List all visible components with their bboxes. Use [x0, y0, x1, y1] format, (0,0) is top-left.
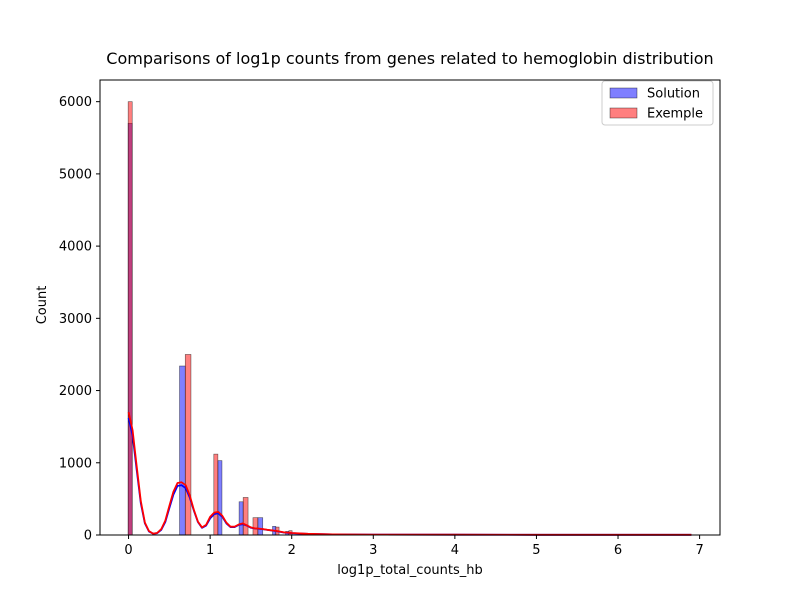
- legend-swatch-exemple: [609, 107, 638, 119]
- bar-solution-4: [257, 517, 264, 536]
- legend-label-solution: Solution: [647, 87, 700, 102]
- plot-area: [99, 79, 721, 536]
- x-tick-label: 4: [451, 543, 459, 558]
- bar-solution-2: [217, 460, 223, 536]
- x-tick-label: 3: [369, 543, 377, 558]
- x-tick-label: 5: [532, 543, 540, 558]
- x-tick-label: 0: [124, 543, 132, 558]
- legend: Solution Exemple: [601, 80, 714, 126]
- bar-solution-1: [179, 365, 186, 536]
- y-tick-label: 4000: [59, 240, 92, 255]
- y-tick-label: 6000: [59, 95, 92, 110]
- x-tick-label: 2: [288, 543, 296, 558]
- legend-swatch-solution: [609, 87, 638, 99]
- plot-frame: [99, 79, 721, 536]
- bar-exemple-2: [213, 453, 219, 536]
- chart-title: Comparisons of log1p counts from genes r…: [106, 49, 713, 68]
- y-tick-label: 2000: [59, 384, 92, 399]
- kde-line-exemple: [127, 412, 692, 536]
- bar-exemple-3: [242, 497, 249, 536]
- x-axis: 0 1 2 3 4 5 6 7: [124, 535, 704, 558]
- y-tick-label: 5000: [59, 167, 92, 182]
- x-tick-label: 1: [206, 543, 214, 558]
- legend-label-exemple: Exemple: [647, 107, 703, 122]
- bar-exemple-0: [127, 101, 133, 536]
- y-tick-label: 3000: [59, 312, 92, 327]
- bar-solution-3: [238, 501, 244, 536]
- y-tick-label: 0: [84, 529, 92, 544]
- bar-exemple-1: [184, 354, 192, 536]
- x-tick-label: 7: [695, 543, 703, 558]
- y-tick-label: 1000: [59, 456, 92, 471]
- x-axis-title: log1p_total_counts_hb: [337, 563, 483, 578]
- x-tick-label: 6: [614, 543, 622, 558]
- y-axis-title: Count: [35, 286, 50, 325]
- bar-exemple-4: [252, 517, 259, 536]
- kde-line-solution: [127, 417, 692, 536]
- y-axis: 0 1000 2000 3000 4000 5000 6000: [59, 95, 100, 544]
